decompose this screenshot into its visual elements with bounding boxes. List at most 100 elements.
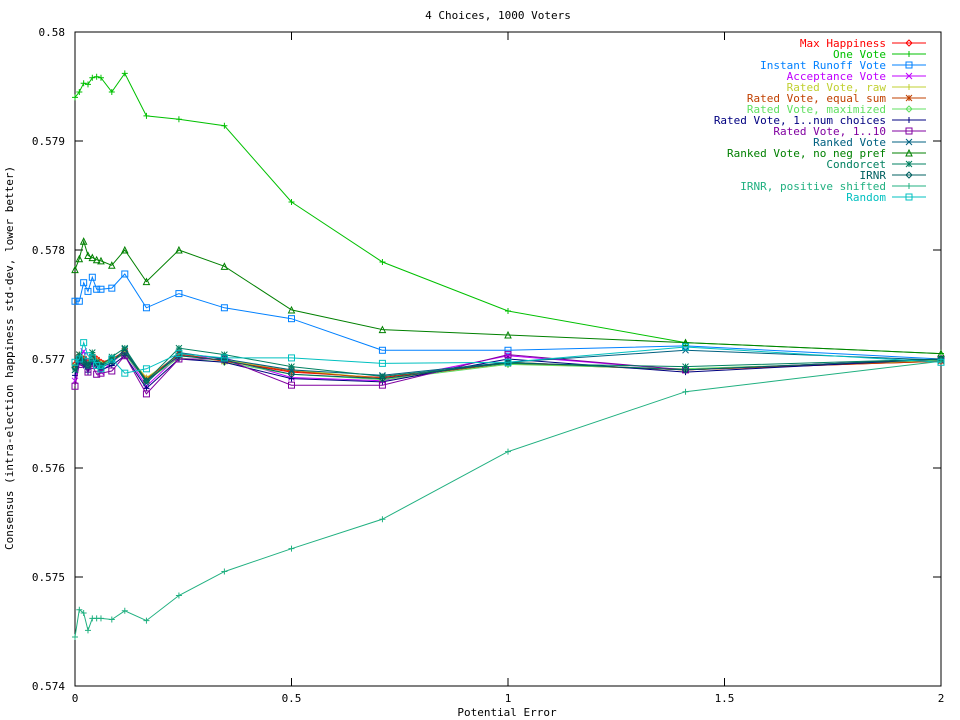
- data-point: [121, 270, 129, 278]
- legend-label: Rated Vote, 1..10: [773, 125, 886, 138]
- data-point: [378, 374, 387, 383]
- data-point: [288, 366, 295, 374]
- series-14: [71, 339, 945, 377]
- data-point: [142, 377, 151, 385]
- data-point: [84, 361, 92, 370]
- legend-marker: [905, 171, 913, 179]
- data-point: [287, 370, 296, 378]
- data-point: [378, 346, 386, 354]
- data-point: [504, 346, 512, 354]
- data-point: [79, 237, 88, 245]
- data-point: [84, 352, 92, 360]
- series-13: [72, 358, 944, 640]
- data-point: [175, 350, 183, 358]
- data-point: [288, 354, 295, 362]
- data-point: [379, 258, 386, 265]
- data-point: [88, 353, 96, 361]
- data-point: [121, 607, 128, 614]
- y-axis-label: Consensus (intra-election happiness std-…: [3, 166, 16, 550]
- legend-marker: [906, 51, 912, 57]
- data-point: [75, 355, 83, 363]
- data-point: [75, 354, 84, 362]
- data-point: [504, 330, 512, 339]
- data-point: [76, 88, 83, 95]
- series-line: [74, 340, 942, 374]
- data-point: [89, 74, 96, 81]
- data-point: [108, 367, 116, 375]
- legend-marker: [906, 183, 912, 189]
- legend-marker: [905, 138, 913, 146]
- data-point: [80, 279, 88, 287]
- data-point: [121, 369, 129, 377]
- x-axis-label: Potential Error: [457, 706, 557, 719]
- data-point: [221, 122, 228, 129]
- data-point: [93, 285, 101, 293]
- legend-label: IRNR: [860, 169, 887, 182]
- data-point: [143, 112, 150, 119]
- legend-label: Max Happiness: [800, 37, 886, 50]
- data-point: [93, 73, 100, 80]
- legend-label: One Vote: [833, 48, 886, 61]
- data-point: [221, 568, 228, 575]
- data-point: [288, 545, 295, 552]
- data-point: [288, 199, 295, 206]
- data-point: [71, 364, 79, 372]
- legend-label: Rated Vote, 1..num choices: [714, 114, 886, 127]
- data-point: [378, 359, 386, 367]
- legend-label: Instant Runoff Vote: [760, 59, 886, 72]
- data-point: [681, 338, 690, 347]
- data-point: [88, 273, 96, 281]
- legend-label: Rated Vote, maximized: [747, 103, 886, 116]
- series-line: [74, 239, 942, 355]
- legend-marker: [906, 117, 912, 123]
- data-point: [97, 285, 105, 293]
- data-point: [97, 369, 105, 377]
- y-tick-label: 0.577: [32, 353, 65, 366]
- data-point: [504, 358, 512, 366]
- legend-marker: [905, 105, 913, 113]
- data-point: [220, 262, 229, 270]
- y-tick-label: 0.576: [32, 462, 65, 475]
- data-point: [72, 633, 78, 640]
- data-point: [175, 245, 183, 254]
- data-point: [682, 388, 689, 395]
- data-point: [72, 94, 78, 101]
- data-point: [108, 284, 116, 292]
- x-tick-label: 1.5: [715, 692, 735, 705]
- data-point: [108, 353, 116, 361]
- legend-marker: [905, 61, 913, 69]
- data-point: [108, 616, 115, 623]
- legend-marker: [905, 148, 913, 157]
- data-point: [287, 305, 296, 314]
- x-tick-label: 1: [505, 692, 512, 705]
- data-point: [220, 354, 228, 362]
- x-tick-label: 2: [938, 692, 945, 705]
- legend-label: Condorcet: [826, 158, 886, 171]
- data-point: [108, 355, 116, 363]
- data-point: [97, 74, 104, 81]
- data-point: [84, 287, 92, 295]
- data-point: [142, 390, 150, 398]
- legend-label: Acceptance Vote: [787, 70, 886, 83]
- data-point: [121, 348, 129, 357]
- data-point: [71, 265, 79, 274]
- data-point: [97, 256, 105, 265]
- data-point: [505, 448, 511, 455]
- legend-label: Rated Vote, equal sum: [747, 92, 886, 105]
- data-point: [378, 325, 387, 334]
- data-point: [504, 351, 512, 359]
- legend-label: Ranked Vote: [813, 136, 886, 149]
- x-tick-label: 0.5: [282, 692, 302, 705]
- data-point: [108, 88, 115, 95]
- y-tick-label: 0.58: [39, 26, 66, 39]
- series-layer: [71, 70, 945, 640]
- data-point: [71, 382, 79, 390]
- data-point: [84, 361, 92, 368]
- legend-marker: [905, 193, 913, 201]
- y-tick-label: 0.579: [32, 135, 65, 148]
- y-tick-label: 0.575: [32, 571, 65, 584]
- data-point: [71, 297, 79, 305]
- data-point: [288, 363, 295, 370]
